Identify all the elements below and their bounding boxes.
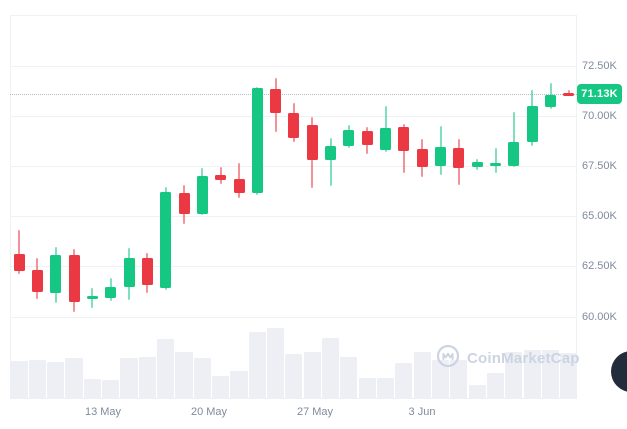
volume-bar xyxy=(175,352,193,399)
candle-wick xyxy=(512,112,515,168)
candle[interactable] xyxy=(86,295,98,299)
candle[interactable] xyxy=(526,106,538,143)
y-axis-label: 60.00K xyxy=(582,310,617,323)
x-axis-label: 13 May xyxy=(84,406,122,418)
candle[interactable] xyxy=(215,175,227,181)
y-axis-label: 62.50K xyxy=(582,260,617,273)
candle-wick xyxy=(329,138,332,187)
candle[interactable] xyxy=(68,255,80,303)
volume-bar xyxy=(285,354,303,399)
volume-bar xyxy=(248,332,266,399)
candle[interactable] xyxy=(141,258,153,286)
volume-bar xyxy=(468,385,486,399)
candle[interactable] xyxy=(325,146,337,161)
volume-bar xyxy=(340,357,358,399)
candle[interactable] xyxy=(105,287,117,299)
volume-bar xyxy=(212,376,230,399)
volume-bar xyxy=(47,362,65,399)
volume-bar xyxy=(505,352,523,399)
volume-bar xyxy=(487,373,505,399)
current-price-line xyxy=(10,93,577,95)
x-axis-label: 27 May xyxy=(296,406,334,418)
candle[interactable] xyxy=(196,176,208,215)
y-axis-label: 65.00K xyxy=(582,210,617,223)
volume-bar xyxy=(413,352,431,399)
candle[interactable] xyxy=(233,179,245,194)
candle-wick xyxy=(567,90,570,94)
volume-bar xyxy=(560,353,578,399)
candle[interactable] xyxy=(13,254,25,272)
gridline xyxy=(10,166,577,168)
candle[interactable] xyxy=(398,127,410,152)
candle[interactable] xyxy=(508,142,520,167)
volume-bar xyxy=(10,361,28,399)
volume-bar xyxy=(102,380,120,399)
volume-bar xyxy=(523,350,541,399)
candle[interactable] xyxy=(123,258,135,288)
gridline xyxy=(10,316,577,318)
volume-bar xyxy=(395,363,413,399)
volume-bar xyxy=(377,378,395,399)
y-axis-label: 67.50K xyxy=(582,160,617,173)
volume-bar xyxy=(138,357,156,399)
candle[interactable] xyxy=(490,163,502,166)
candle[interactable] xyxy=(453,148,465,169)
volume-bar xyxy=(193,358,211,399)
y-axis-label: 72.50K xyxy=(582,60,617,72)
candle[interactable] xyxy=(178,193,190,215)
candle[interactable] xyxy=(50,255,62,294)
volume-bar xyxy=(542,350,560,399)
candle[interactable] xyxy=(160,192,172,289)
current-price-badge: 71.13K xyxy=(577,83,622,104)
gridline xyxy=(10,266,577,268)
candle[interactable] xyxy=(31,270,43,293)
candle[interactable] xyxy=(563,93,575,96)
y-axis-label: 70.00K xyxy=(582,110,617,123)
candle[interactable] xyxy=(361,131,373,146)
candle[interactable] xyxy=(471,162,483,168)
candle[interactable] xyxy=(288,113,300,139)
volume-bar xyxy=(157,339,175,399)
candle[interactable] xyxy=(270,89,282,113)
candle[interactable] xyxy=(435,147,447,167)
candle-wick xyxy=(18,230,20,275)
floating-action-button[interactable] xyxy=(611,351,627,392)
candle[interactable] xyxy=(251,88,263,194)
x-axis-label: 20 May xyxy=(190,406,228,418)
x-axis-label: 3 Jun xyxy=(408,406,436,418)
volume-bar xyxy=(267,328,285,399)
volume-bar xyxy=(322,338,340,399)
candle[interactable] xyxy=(416,149,428,168)
volume-bar xyxy=(230,371,248,399)
volume-bar xyxy=(432,360,450,399)
gridline xyxy=(10,66,577,67)
volume-bar xyxy=(358,378,376,399)
volume-bar xyxy=(83,379,101,399)
candle[interactable] xyxy=(306,125,318,161)
volume-bar xyxy=(120,358,138,399)
candle[interactable] xyxy=(380,128,392,151)
volume-bar xyxy=(303,352,321,399)
gridline xyxy=(10,216,577,218)
candle[interactable] xyxy=(343,130,355,147)
volume-bar xyxy=(28,360,46,399)
volume-bar xyxy=(450,360,468,399)
chart-plot-area[interactable] xyxy=(10,15,577,399)
volume-bar xyxy=(65,358,83,399)
candle[interactable] xyxy=(545,95,557,108)
candle-wick xyxy=(494,148,497,174)
